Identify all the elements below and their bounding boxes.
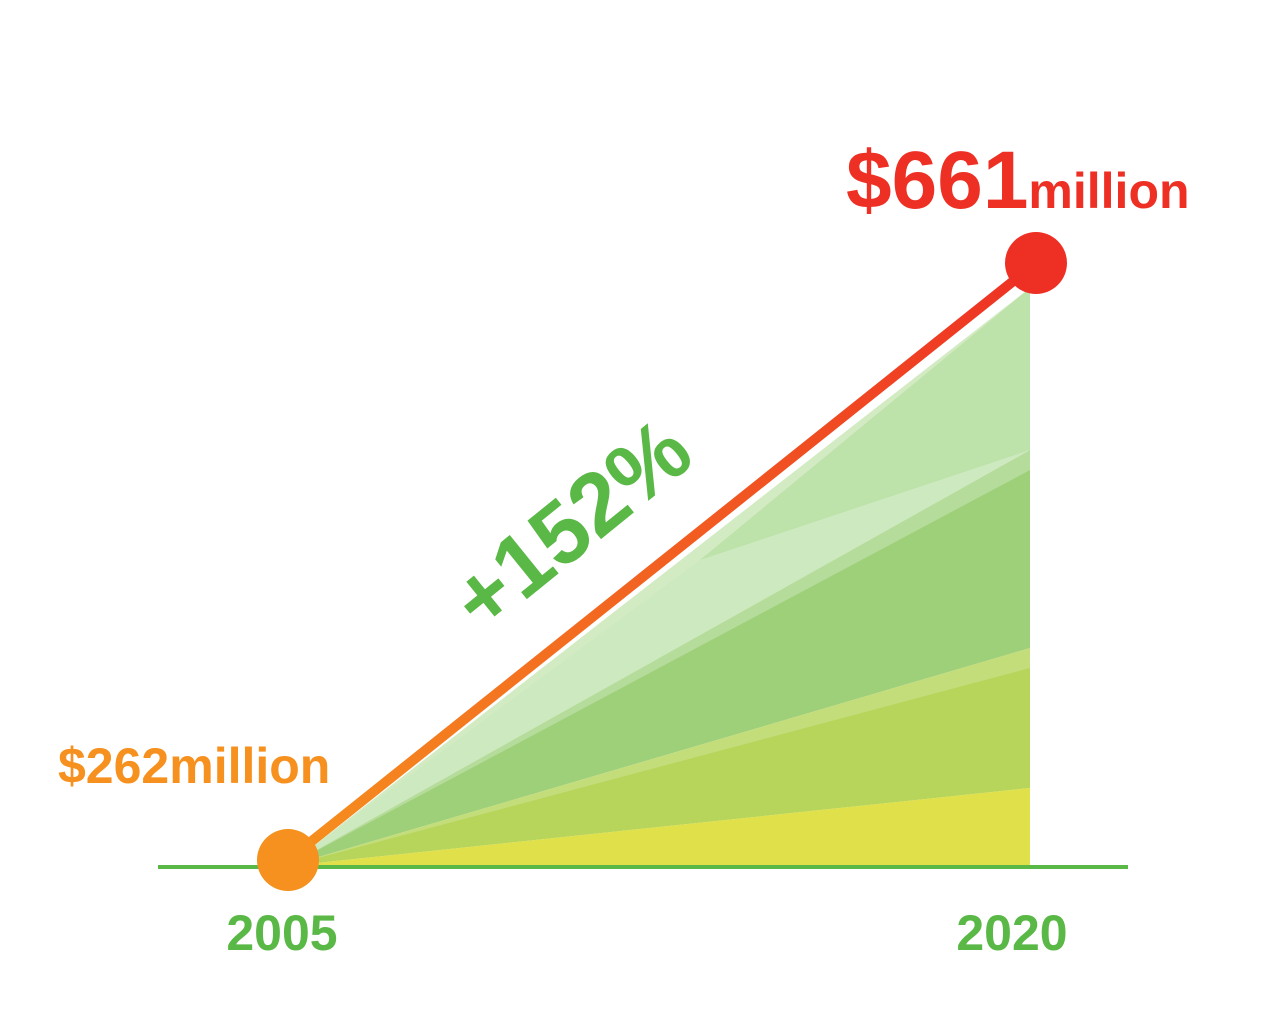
area-band-2 [288,450,1030,866]
data-label-2020-unit: million [1028,163,1189,219]
area-fill [288,288,1030,866]
data-label-2020: $661million [846,135,1190,226]
area-band-highlight-1 [288,288,1030,866]
series-line [283,258,1041,865]
data-label-2020-value: $661 [846,135,1028,226]
data-label-2005-value: $262 [58,738,169,794]
area-band-highlight-3 [288,648,1030,866]
x-tick-label-2005: 2005 [226,905,337,961]
x-tick-label-2020: 2020 [956,905,1067,961]
data-label-2005: $262million [58,738,330,794]
data-point-2005 [257,829,319,891]
area-band-highlight-2 [288,450,1030,866]
data-label-2005-unit: million [169,738,330,794]
data-point-2020 [1005,232,1067,294]
area-band-3 [288,648,1030,866]
area-band-4 [288,788,1030,866]
